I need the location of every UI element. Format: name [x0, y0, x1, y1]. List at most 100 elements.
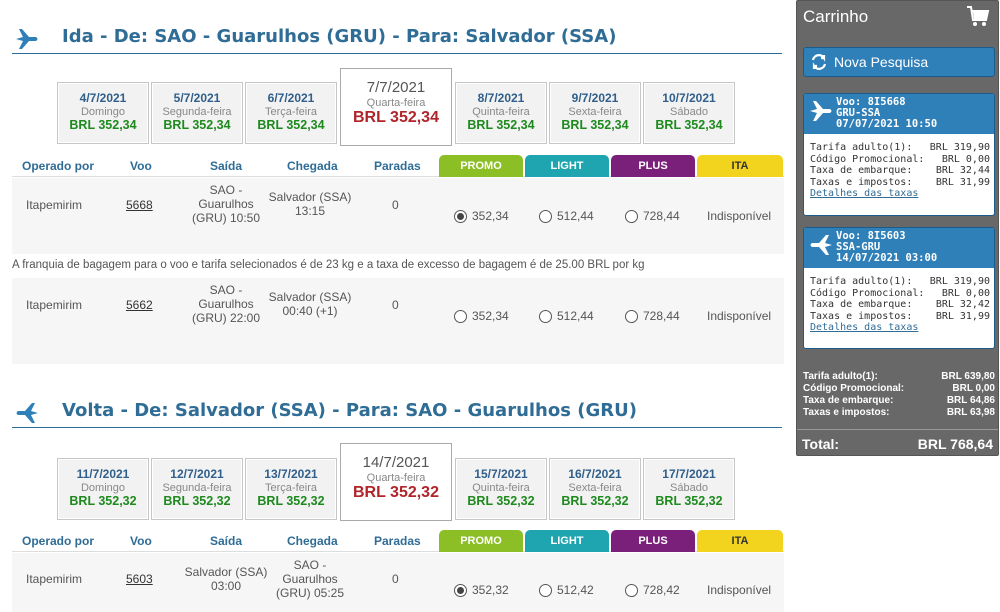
col-arrival: Chegada — [287, 159, 338, 173]
flight-results: Ida - De: SAO - Guarulhos (GRU) - Para: … — [12, 26, 784, 600]
cart-flight-header: Voo: 8I5668 GRU-SSA 07/07/2021 10:50 — [804, 94, 994, 134]
cart-flight-details: Tarifa adulto(1): BRL 319,90 Código Promo… — [810, 276, 990, 333]
cart-title: Carrinho — [803, 7, 869, 26]
date-card[interactable]: 16/7/2021 Sexta-feira BRL 352,32 — [549, 458, 641, 520]
flight-number-link[interactable]: 5668 — [126, 198, 153, 212]
plane-right-icon — [810, 101, 832, 121]
radio-selected-icon[interactable] — [454, 210, 467, 224]
date-label: 10/7/2021 — [662, 91, 716, 105]
tax-details-link[interactable]: Detalhes das taxas — [810, 322, 919, 333]
return-title: Volta - De: Salvador (SSA) - Para: SAO -… — [62, 400, 637, 421]
cart-flight-return: Voo: 8I5603 SSA-GRU 14/07/2021 03:00 Tar… — [803, 227, 995, 349]
baggage-note: A franquia de bagagem para o voo e tarif… — [12, 259, 645, 271]
plane-left-icon — [16, 403, 38, 423]
date-card[interactable]: 17/7/2021 Sábado BRL 352,32 — [643, 458, 735, 520]
date-price: BRL 352,32 — [655, 494, 723, 508]
flight-number-link[interactable]: 5603 — [126, 572, 153, 586]
fare-tab-promo: PROMO — [439, 155, 523, 177]
arrival: SAO - Guarulhos (GRU) 05:25 — [275, 558, 345, 600]
col-stops: Paradas — [374, 159, 421, 173]
weekday-label: Quarta-feira — [366, 97, 426, 109]
weekday-label: Sexta-feira — [568, 106, 622, 118]
radio-icon[interactable] — [539, 210, 552, 224]
cart-summary: Tarifa adulto(1): BRL 639,80 Código Promo… — [803, 371, 995, 418]
date-price: BRL 352,34 — [353, 109, 439, 126]
cart-flight-outbound: Voo: 8I5668 GRU-SSA 07/07/2021 10:50 Tar… — [803, 93, 995, 216]
radio-icon[interactable] — [625, 310, 638, 324]
departure: Salvador (SSA) 03:00 — [184, 565, 268, 593]
fare-ita-status: Indisponível — [707, 209, 772, 223]
fare-option-plus[interactable]: 728,44 — [625, 309, 680, 324]
weekday-label: Terça-feira — [265, 482, 317, 494]
weekday-label: Quinta-feira — [472, 482, 530, 494]
weekday-label: Terça-feira — [265, 106, 317, 118]
radio-selected-icon[interactable] — [454, 584, 467, 598]
weekday-label: Segunda-feira — [162, 482, 232, 494]
radio-icon[interactable] — [539, 584, 552, 598]
fare-option-promo[interactable]: 352,34 — [454, 309, 509, 324]
departure: SAO - Guarulhos (GRU) 22:00 — [191, 283, 261, 325]
weekday-label: Sábado — [670, 106, 708, 118]
fare-tab-plus: PLUS — [611, 155, 695, 177]
col-departure: Saída — [210, 159, 243, 173]
fare-option-light[interactable]: 512,44 — [539, 309, 594, 324]
date-card[interactable]: 12/7/2021 Segunda-feira BRL 352,32 — [151, 458, 243, 520]
fare-option-promo[interactable]: 352,34 — [454, 209, 509, 224]
date-card[interactable]: 9/7/2021 Sexta-feira BRL 352,34 — [549, 82, 641, 144]
col-operator: Operado por — [22, 159, 95, 173]
weekday-label: Domingo — [80, 106, 126, 118]
fare-option-promo[interactable]: 352,32 — [454, 583, 509, 598]
fare-tab-ita: ITA — [697, 155, 783, 177]
date-card[interactable]: 15/7/2021 Quinta-feira BRL 352,32 — [455, 458, 547, 520]
date-label: 13/7/2021 — [264, 467, 318, 481]
radio-icon[interactable] — [539, 310, 552, 324]
weekday-label: Segunda-feira — [162, 106, 232, 118]
total-value: BRL 768,64 — [917, 436, 993, 452]
fare-option-light[interactable]: 512,42 — [539, 583, 594, 598]
selected-date-card[interactable]: 7/7/2021 Quarta-feira BRL 352,34 — [340, 68, 452, 146]
flight-row: Itapemirim 5662 SAO - Guarulhos (GRU) 22… — [12, 278, 784, 364]
col-flight: Voo — [130, 159, 152, 173]
col-operator: Operado por — [22, 534, 95, 548]
shopping-cart-icon — [967, 6, 990, 26]
date-price: BRL 352,34 — [69, 118, 137, 132]
date-label: 4/7/2021 — [79, 91, 127, 105]
weekday-label: Sábado — [670, 482, 708, 494]
col-stops: Paradas — [374, 534, 421, 548]
flight-number-link[interactable]: 5662 — [126, 298, 153, 312]
date-label: 7/7/2021 — [366, 79, 426, 96]
fare-option-light[interactable]: 512,44 — [539, 209, 594, 224]
radio-icon[interactable] — [625, 210, 638, 224]
date-card[interactable]: 10/7/2021 Sábado BRL 352,34 — [643, 82, 735, 144]
selected-date-card[interactable]: 14/7/2021 Quarta-feira BRL 352,32 — [340, 443, 452, 521]
date-card[interactable]: 11/7/2021 Domingo BRL 352,32 — [57, 458, 149, 520]
date-card[interactable]: 6/7/2021 Terça-feira BRL 352,34 — [245, 82, 337, 144]
tax-details-link[interactable]: Detalhes das taxas — [810, 188, 919, 199]
fare-option-plus[interactable]: 728,44 — [625, 209, 680, 224]
fare-option-plus[interactable]: 728,42 — [625, 583, 680, 598]
outbound-header: Ida - De: SAO - Guarulhos (GRU) - Para: … — [12, 26, 782, 54]
new-search-button[interactable]: Nova Pesquisa — [803, 47, 995, 77]
date-card[interactable]: 5/7/2021 Segunda-feira BRL 352,34 — [151, 82, 243, 144]
radio-icon[interactable] — [454, 310, 467, 324]
cart-total: Total: BRL 768,64 — [797, 429, 998, 452]
radio-icon[interactable] — [625, 584, 638, 598]
return-table-header: Operado por Voo Saída Chegada Paradas PR… — [12, 530, 784, 552]
date-label: 15/7/2021 — [474, 467, 528, 481]
cart-panel: Carrinho Nova Pesquisa Voo: 8I5668 GRU-S… — [796, 0, 999, 456]
operator: Itapemirim — [26, 198, 83, 212]
date-price: BRL 352,34 — [467, 118, 535, 132]
fare-tab-light: LIGHT — [525, 530, 609, 552]
date-card[interactable]: 4/7/2021 Domingo BRL 352,34 — [57, 82, 149, 144]
fare-tab-ita: ITA — [697, 530, 783, 552]
fare-tab-promo: PROMO — [439, 530, 523, 552]
date-price: BRL 352,32 — [561, 494, 629, 508]
date-label: 16/7/2021 — [568, 467, 622, 481]
date-label: 11/7/2021 — [76, 467, 130, 481]
date-price: BRL 352,32 — [353, 484, 439, 501]
weekday-label: Domingo — [80, 482, 126, 494]
date-price: BRL 352,34 — [655, 118, 723, 132]
date-card[interactable]: 13/7/2021 Terça-feira BRL 352,32 — [245, 458, 337, 520]
date-card[interactable]: 8/7/2021 Quinta-feira BRL 352,34 — [455, 82, 547, 144]
cart-flight-header: Voo: 8I5603 SSA-GRU 14/07/2021 03:00 — [804, 228, 994, 268]
